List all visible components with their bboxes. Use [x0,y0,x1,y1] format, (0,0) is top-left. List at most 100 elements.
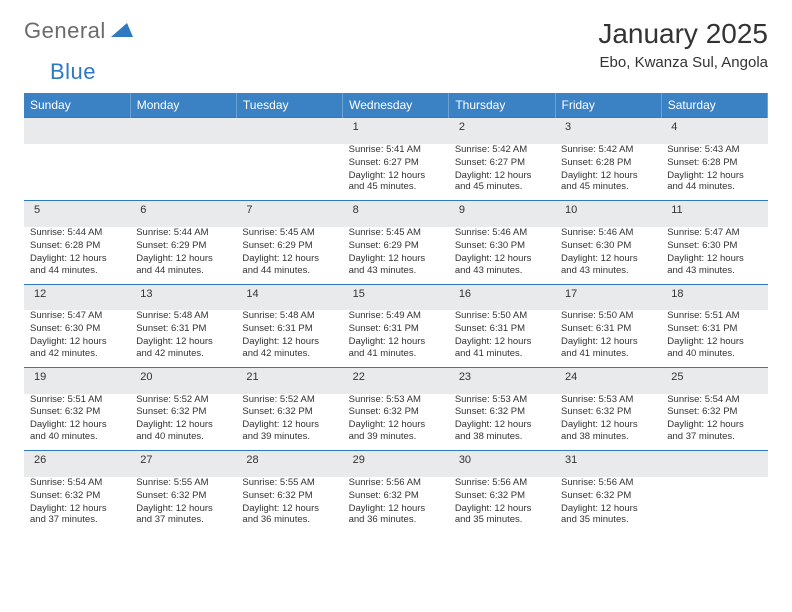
day-number: 4 [665,118,763,138]
page-title: January 2025 [598,18,768,50]
daylight-text: Daylight: 12 hours and 44 minutes. [136,253,230,277]
day-number: 3 [559,118,657,138]
day-detail-cell: Sunrise: 5:56 AMSunset: 6:32 PMDaylight:… [449,477,555,534]
daylight-text: Daylight: 12 hours and 43 minutes. [561,253,655,277]
sunset-text: Sunset: 6:27 PM [349,157,443,169]
day-number-cell: 3 [555,118,661,144]
day-number-cell: 29 [343,451,449,477]
sunset-text: Sunset: 6:32 PM [136,406,230,418]
sunrise-text: Sunrise: 5:53 AM [455,394,549,406]
day-detail: Sunrise: 5:46 AMSunset: 6:30 PMDaylight:… [559,227,657,277]
day-number-cell: 15 [343,284,449,310]
day-detail-cell: Sunrise: 5:52 AMSunset: 6:32 PMDaylight:… [130,394,236,451]
day-detail-cell: Sunrise: 5:45 AMSunset: 6:29 PMDaylight:… [343,227,449,284]
sunset-text: Sunset: 6:27 PM [455,157,549,169]
sunrise-text: Sunrise: 5:48 AM [136,310,230,322]
day-detail: Sunrise: 5:48 AMSunset: 6:31 PMDaylight:… [240,310,338,360]
day-number: 24 [559,368,657,388]
day-detail: Sunrise: 5:47 AMSunset: 6:30 PMDaylight:… [28,310,126,360]
day-number-cell [236,118,342,144]
day-detail: Sunrise: 5:56 AMSunset: 6:32 PMDaylight:… [559,477,657,527]
day-number: 30 [453,451,551,471]
day-detail-cell: Sunrise: 5:41 AMSunset: 6:27 PMDaylight:… [343,144,449,201]
day-detail-cell [661,477,767,534]
day-detail: Sunrise: 5:46 AMSunset: 6:30 PMDaylight:… [453,227,551,277]
sunrise-text: Sunrise: 5:56 AM [455,477,549,489]
daylight-text: Daylight: 12 hours and 43 minutes. [349,253,443,277]
day-number: 13 [134,285,232,305]
daylight-text: Daylight: 12 hours and 35 minutes. [455,503,549,527]
sunset-text: Sunset: 6:32 PM [242,406,336,418]
day-number [665,451,763,457]
day-number-cell [661,451,767,477]
weekday-header: Saturday [661,93,767,118]
sunrise-text: Sunrise: 5:46 AM [561,227,655,239]
day-number: 10 [559,201,657,221]
sunset-text: Sunset: 6:31 PM [349,323,443,335]
day-detail: Sunrise: 5:42 AMSunset: 6:28 PMDaylight:… [559,144,657,194]
day-number-cell: 7 [236,201,342,227]
daylight-text: Daylight: 12 hours and 45 minutes. [349,170,443,194]
day-detail-cell: Sunrise: 5:43 AMSunset: 6:28 PMDaylight:… [661,144,767,201]
location-text: Ebo, Kwanza Sul, Angola [598,54,768,71]
day-detail-cell: Sunrise: 5:51 AMSunset: 6:31 PMDaylight:… [661,310,767,367]
day-detail: Sunrise: 5:49 AMSunset: 6:31 PMDaylight:… [347,310,445,360]
daylight-text: Daylight: 12 hours and 41 minutes. [349,336,443,360]
day-number-cell: 9 [449,201,555,227]
day-number-cell: 10 [555,201,661,227]
day-number-cell: 11 [661,201,767,227]
day-detail: Sunrise: 5:50 AMSunset: 6:31 PMDaylight:… [559,310,657,360]
sunrise-text: Sunrise: 5:44 AM [30,227,124,239]
daylight-text: Daylight: 12 hours and 36 minutes. [349,503,443,527]
sunset-text: Sunset: 6:28 PM [561,157,655,169]
logo: General [24,18,135,44]
day-detail-cell: Sunrise: 5:53 AMSunset: 6:32 PMDaylight:… [343,394,449,451]
day-detail-cell: Sunrise: 5:52 AMSunset: 6:32 PMDaylight:… [236,394,342,451]
daylight-text: Daylight: 12 hours and 42 minutes. [136,336,230,360]
day-detail-cell: Sunrise: 5:44 AMSunset: 6:28 PMDaylight:… [24,227,130,284]
day-detail-cell [24,144,130,201]
day-number-cell: 22 [343,367,449,393]
day-detail: Sunrise: 5:48 AMSunset: 6:31 PMDaylight:… [134,310,232,360]
day-number: 20 [134,368,232,388]
day-number-cell: 8 [343,201,449,227]
sunrise-text: Sunrise: 5:54 AM [667,394,761,406]
day-number: 9 [453,201,551,221]
day-number: 31 [559,451,657,471]
daylight-text: Daylight: 12 hours and 45 minutes. [455,170,549,194]
sunrise-text: Sunrise: 5:41 AM [349,144,443,156]
day-number-cell: 20 [130,367,236,393]
day-number: 25 [665,368,763,388]
sunset-text: Sunset: 6:30 PM [30,323,124,335]
weekday-header: Monday [130,93,236,118]
day-detail: Sunrise: 5:54 AMSunset: 6:32 PMDaylight:… [28,477,126,527]
day-number-cell: 24 [555,367,661,393]
day-detail-cell: Sunrise: 5:55 AMSunset: 6:32 PMDaylight:… [130,477,236,534]
sunrise-text: Sunrise: 5:50 AM [561,310,655,322]
day-number-cell: 12 [24,284,130,310]
day-number-cell [24,118,130,144]
sunset-text: Sunset: 6:32 PM [349,406,443,418]
sunset-text: Sunset: 6:32 PM [30,406,124,418]
sunrise-text: Sunrise: 5:49 AM [349,310,443,322]
day-detail-cell: Sunrise: 5:51 AMSunset: 6:32 PMDaylight:… [24,394,130,451]
day-number-cell: 6 [130,201,236,227]
day-number: 1 [347,118,445,138]
day-detail-cell: Sunrise: 5:50 AMSunset: 6:31 PMDaylight:… [449,310,555,367]
weekday-header: Sunday [24,93,130,118]
sunrise-text: Sunrise: 5:42 AM [561,144,655,156]
daylight-text: Daylight: 12 hours and 45 minutes. [561,170,655,194]
logo-triangle-icon [111,21,133,42]
weekday-header: Tuesday [236,93,342,118]
daylight-text: Daylight: 12 hours and 42 minutes. [242,336,336,360]
daylight-text: Daylight: 12 hours and 41 minutes. [561,336,655,360]
sunset-text: Sunset: 6:29 PM [136,240,230,252]
day-detail: Sunrise: 5:44 AMSunset: 6:28 PMDaylight:… [28,227,126,277]
sunrise-text: Sunrise: 5:55 AM [136,477,230,489]
sunrise-text: Sunrise: 5:56 AM [349,477,443,489]
weekday-header: Wednesday [343,93,449,118]
day-number: 29 [347,451,445,471]
day-number: 26 [28,451,126,471]
day-number-cell [130,118,236,144]
daylight-text: Daylight: 12 hours and 42 minutes. [30,336,124,360]
